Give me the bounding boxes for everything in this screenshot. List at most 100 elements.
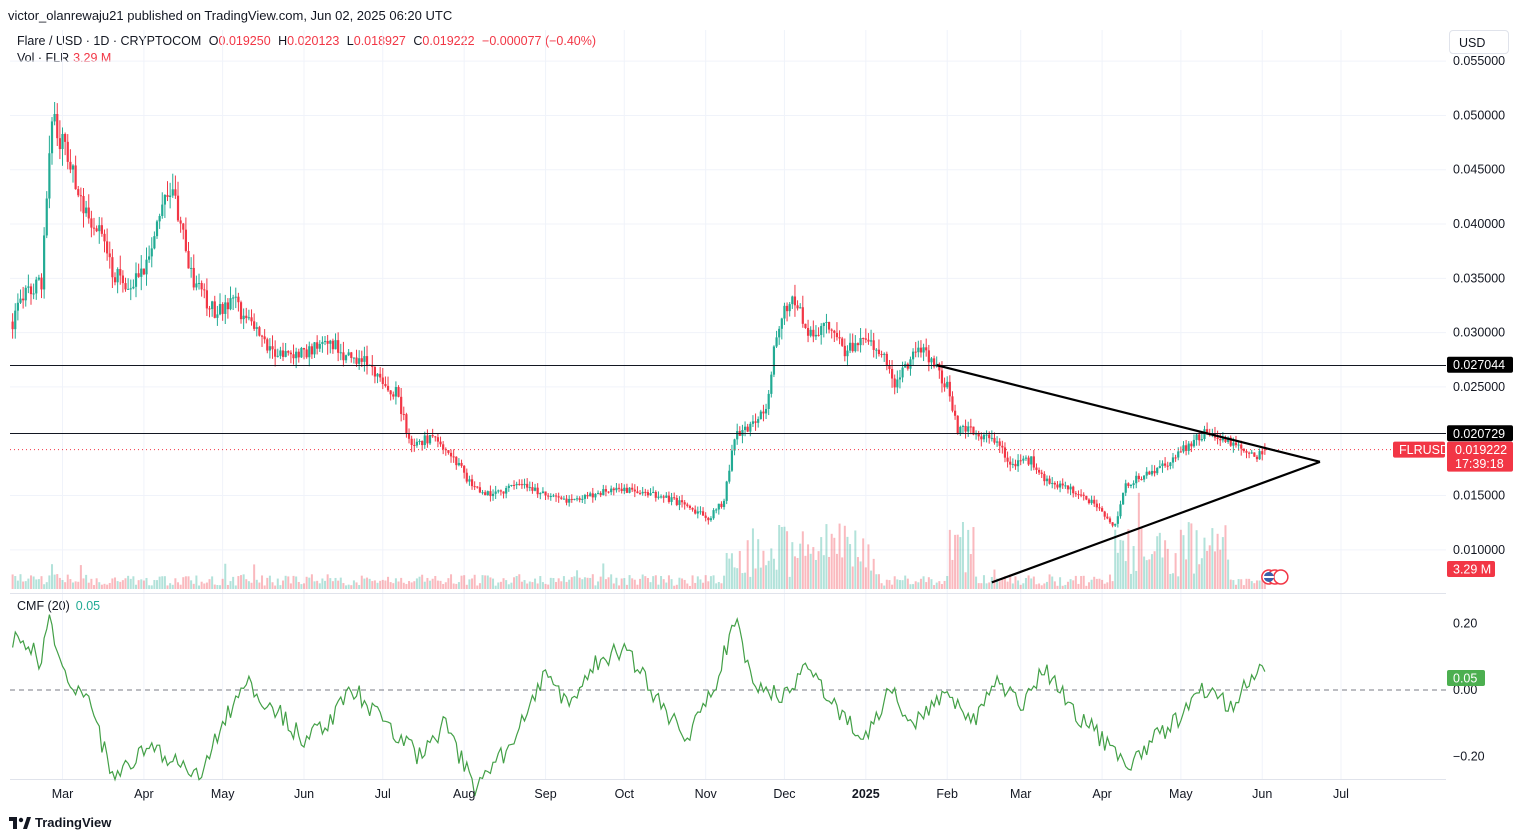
volume-bar — [759, 567, 762, 589]
cmf-label[interactable]: CMF (20) — [17, 599, 70, 613]
candle-body — [1132, 483, 1135, 486]
volume-bar — [809, 553, 812, 589]
volume-bar — [686, 583, 689, 589]
candle-body — [266, 339, 269, 351]
volume-bar — [670, 579, 673, 589]
candle-body — [140, 268, 143, 277]
candle-body — [820, 326, 823, 335]
cmf-tick-label: 0.20 — [1453, 616, 1477, 630]
candle-body — [919, 347, 923, 353]
volume-bar — [623, 578, 626, 589]
volume-bar — [1179, 529, 1182, 589]
volume-bar — [654, 575, 657, 589]
candle-body — [518, 483, 521, 485]
volume-bar — [205, 582, 208, 589]
candle-body — [1164, 463, 1167, 466]
volume-bar — [274, 585, 277, 589]
volume-bar — [1090, 579, 1093, 589]
volume-bar — [1127, 529, 1130, 589]
volume-bar — [1080, 576, 1083, 589]
symbol-name[interactable]: Flare / USD · 1D · CRYPTOCOM — [17, 34, 202, 48]
volume-bar — [733, 567, 736, 589]
candle-body — [641, 491, 644, 494]
candle-body — [1124, 483, 1127, 493]
tradingview-logo[interactable]: TradingView — [9, 815, 111, 830]
candle-body — [780, 318, 783, 329]
candle-body — [463, 465, 466, 473]
candle-body — [560, 497, 563, 499]
volume-bar — [32, 576, 35, 589]
cmf-tick-label: −0.20 — [1453, 750, 1485, 764]
candle-body — [541, 491, 545, 493]
candle-body — [29, 286, 33, 295]
low-value: 0.018927 — [353, 34, 406, 48]
candle-body — [749, 423, 752, 432]
candle-body — [778, 328, 781, 338]
high-value: 0.020123 — [287, 34, 340, 48]
candle-body — [74, 165, 77, 190]
volume-bar — [129, 578, 132, 589]
candle-body — [1137, 475, 1140, 480]
volume-bar — [888, 580, 891, 589]
volume-bar — [751, 528, 754, 589]
volume-bar — [40, 576, 43, 589]
volume-bar — [652, 576, 655, 589]
candle-body — [1148, 471, 1151, 475]
triangle-pattern[interactable] — [936, 364, 1321, 584]
volume-bar — [723, 575, 726, 589]
candle-body — [116, 269, 119, 283]
price-axis[interactable]: 0.055000 0.050000 0.045000 0.040000 0.035000… — [1453, 54, 1505, 557]
volume-bar — [324, 580, 327, 589]
candle-body — [1030, 456, 1033, 465]
candle-body — [985, 434, 988, 436]
volume-bar — [715, 583, 718, 589]
volume-bar — [872, 558, 875, 589]
volume-bar — [505, 580, 508, 589]
close-label: C — [413, 34, 423, 48]
volume-bar — [1116, 552, 1119, 589]
volume-bar — [169, 583, 172, 589]
time-tick-label: Jun — [294, 787, 314, 801]
volume-bar — [956, 534, 959, 589]
candle-body — [295, 351, 298, 359]
candle-body — [890, 369, 894, 379]
resistance-badge-upper: 0.027044 — [1453, 358, 1505, 372]
volume-bar — [1156, 536, 1159, 589]
volume-bar — [400, 577, 403, 589]
volume-bar — [429, 580, 432, 589]
candle-body — [1103, 511, 1106, 517]
time-axis[interactable]: Mar Apr May Jun Jul Aug Sep Oct Nov Dec 2025 Feb Mar… — [52, 787, 1349, 801]
candle-body — [200, 283, 203, 290]
candle-body — [32, 293, 35, 295]
candle-body — [694, 509, 697, 514]
volume-bar — [1153, 551, 1156, 589]
volume-bar — [720, 583, 723, 589]
candle-body — [1261, 451, 1264, 455]
us-flag-stripe-icon — [1263, 576, 1274, 578]
volume-bar — [321, 578, 324, 589]
volume-bar — [615, 577, 618, 589]
volume-bar — [555, 581, 558, 589]
time-tick-label: Oct — [615, 787, 635, 801]
volume-bar — [1206, 550, 1209, 589]
volume-bar — [1024, 578, 1027, 589]
volume-bar — [933, 585, 936, 589]
candle-body — [1195, 434, 1198, 440]
candle-body — [712, 510, 715, 519]
candle-body — [365, 356, 369, 366]
candle-body — [444, 449, 447, 451]
resistance-badge-upper-bg — [1447, 356, 1513, 373]
currency-button[interactable]: USD — [1449, 30, 1509, 54]
volume-bar — [552, 578, 555, 589]
candle-body — [442, 444, 445, 450]
volume-bar — [1108, 574, 1111, 589]
candle-body — [318, 343, 321, 349]
candle-body — [1098, 507, 1101, 509]
candle-body — [709, 518, 713, 521]
last-price-badge-bg — [1447, 441, 1513, 472]
candle-body — [843, 345, 846, 357]
volume-bar — [736, 568, 739, 589]
candle-body — [533, 487, 537, 491]
volume-bar — [822, 555, 825, 589]
